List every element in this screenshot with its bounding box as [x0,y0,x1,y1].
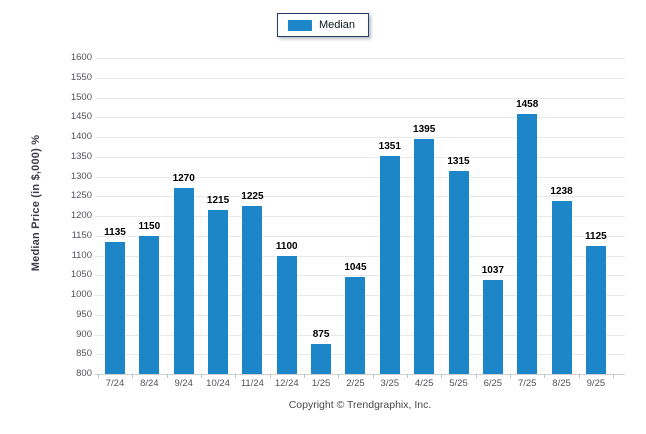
x-axis-tick [303,374,305,378]
bar-value-label: 1315 [447,155,470,167]
x-tick-label: 6/25 [483,378,503,389]
y-tick-label: 1250 [70,190,92,202]
y-tick-label: 1600 [70,52,92,63]
bar-9/24 [173,188,194,374]
gridline [95,275,625,277]
bar-10/24 [208,210,229,374]
x-tick-label: 8/25 [552,378,571,389]
legend-label: Median [318,19,356,31]
x-axis-tick [544,374,546,378]
y-tick-label: 1050 [70,269,92,281]
bar-value-label: 1270 [172,173,195,185]
bar-value-label: 1215 [206,195,230,207]
x-axis-tick [475,374,477,378]
y-tick-label: 850 [76,348,92,360]
bar-8/24 [139,235,160,374]
gridline [95,374,625,375]
x-axis-tick [613,374,615,378]
bar-5/25 [448,170,469,374]
y-tick-label: 1000 [70,289,92,300]
gridline [95,117,625,119]
x-axis-tick [166,374,168,378]
gridline [95,255,625,257]
y-tick-label: 1350 [70,150,92,162]
bar-value-label: 1395 [413,123,436,135]
x-axis-tick [406,374,408,378]
bar-value-label: 1135 [104,226,126,238]
bar-9/25 [585,245,606,374]
y-tick-label: 1200 [70,210,92,221]
x-tick-label: 3/25 [380,378,400,389]
bar-value-label: 1150 [138,220,161,232]
bar-value-label: 875 [312,329,330,341]
y-tick-label: 800 [76,368,92,379]
legend-swatch-median [287,19,312,31]
bar-12/24 [276,255,297,374]
x-tick-label: 7/25 [517,378,537,389]
y-tick-label: 950 [76,308,92,320]
y-tick-label: 1450 [70,111,92,123]
gridline [95,97,625,99]
bar-4/25 [414,138,435,374]
x-tick-label: 1/25 [311,378,331,389]
bar-value-label: 1351 [378,141,401,153]
x-tick-label: 5/25 [449,378,468,389]
gridline [95,216,625,217]
y-tick-label: 1500 [70,91,92,103]
x-axis-tick [200,374,202,378]
bar-value-label: 1458 [516,99,539,111]
copyright-text: Copyright © Trendgraphix, Inc. [288,399,432,411]
gridline [95,77,625,79]
bar-1/25 [311,344,332,374]
bar-value-label: 1238 [550,185,573,197]
x-tick-label: 12/24 [274,378,299,389]
x-tick-label: 9/25 [586,378,606,389]
x-tick-label: 8/24 [140,378,159,389]
x-axis-tick [269,374,271,378]
x-axis-tick [441,374,443,378]
gridline [95,176,625,178]
bar-value-label: 1100 [275,240,298,252]
x-axis-tick [338,374,340,378]
x-axis-tick [97,374,99,378]
y-tick-label: 1300 [70,170,92,182]
y-tick-label: 1400 [70,131,92,142]
y-tick-label: 1150 [71,229,92,241]
gridline [95,235,625,237]
bar-11/24 [242,206,263,374]
x-tick-label: 2/25 [346,378,365,389]
x-axis-tick [372,374,374,378]
x-tick-label: 10/24 [206,378,230,389]
bar-value-label: 1125 [585,230,607,242]
y-tick-label: 1100 [71,249,92,261]
x-axis-tick [132,374,134,378]
gridline [95,196,625,198]
x-axis-tick [510,374,512,378]
x-tick-label: 4/25 [414,378,434,389]
bar-value-label: 1037 [481,265,504,277]
bar-3/25 [379,156,400,374]
gridline [95,137,625,138]
x-tick-label: 7/24 [105,378,125,389]
legend: Median [276,13,370,37]
bar-value-label: 1225 [241,191,264,203]
y-tick-label: 1550 [70,71,92,83]
bar-7/25 [517,114,538,374]
x-axis-tick [235,374,237,378]
gridline [95,156,625,158]
x-tick-label: 9/24 [174,378,193,389]
bar-8/25 [551,200,572,374]
bar-2/25 [345,277,366,374]
gridline [95,58,625,59]
x-axis-tick [578,374,580,378]
y-tick-label: 900 [76,328,92,340]
x-tick-label: 11/24 [240,378,264,389]
bar-6/25 [482,280,503,374]
bar-7/24 [105,241,125,374]
bar-value-label: 1045 [344,262,367,274]
